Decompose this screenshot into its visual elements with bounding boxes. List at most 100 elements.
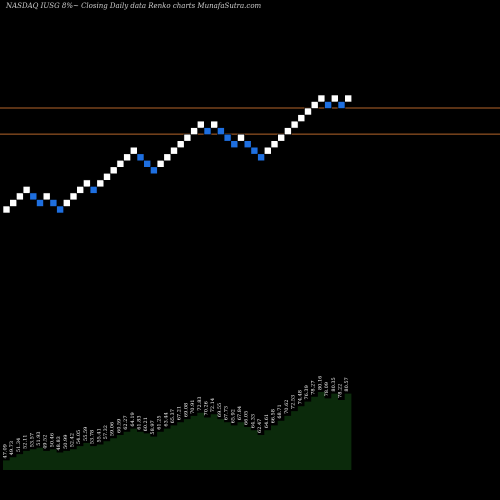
up-brick (330, 94, 339, 103)
up-brick (190, 127, 198, 135)
volume-label: 67.21 (177, 406, 183, 420)
up-brick (62, 199, 71, 207)
volume-label: 72.53 (291, 395, 297, 409)
reference-lines (0, 107, 500, 135)
up-brick (284, 127, 292, 135)
volume-label: 76.39 (304, 385, 310, 399)
volume-label: 65.37 (170, 409, 176, 423)
down-brick (223, 133, 232, 142)
volume-label: 74.48 (297, 390, 303, 404)
up-brick (103, 173, 111, 181)
down-brick (143, 160, 151, 168)
volume-label: 80.35 (331, 377, 337, 391)
down-brick (89, 186, 98, 194)
down-brick (36, 199, 44, 207)
down-brick (257, 153, 265, 162)
volume-label: 78.22 (338, 384, 344, 398)
up-brick (277, 133, 286, 142)
volume-label: 59.06 (110, 422, 116, 436)
volume-label: 52.11 (23, 435, 29, 449)
up-brick (16, 192, 24, 201)
volume-label: 50.99 (63, 435, 69, 449)
volume-label: 80.57 (344, 377, 350, 391)
volume-label: 72.14 (210, 398, 216, 412)
down-brick (203, 127, 212, 135)
volume-label: 60.21 (143, 417, 149, 431)
volume-label: 58.97 (150, 420, 156, 434)
down-brick (217, 127, 225, 135)
volume-label: 49.73 (9, 441, 15, 455)
up-brick (22, 186, 31, 194)
up-brick (2, 205, 11, 214)
volume-labels: 47.09 49.73 51.34 52.11 53.57 51.93 49.52 50.46… (3, 376, 351, 459)
volume-label: 64.61 (264, 414, 270, 428)
volume-label: 65.92 (230, 409, 236, 423)
up-brick (69, 192, 78, 201)
volume-label: 62.47 (257, 419, 263, 433)
volume-label: 66.58 (271, 409, 277, 423)
up-brick (263, 146, 272, 155)
volume-label: 67.84 (237, 406, 243, 420)
up-brick (9, 199, 17, 207)
volume-label: 72.83 (197, 396, 203, 410)
down-brick (56, 205, 64, 214)
volume-label: 68.71 (277, 404, 283, 418)
up-brick (197, 120, 205, 129)
renko-bricks (2, 94, 353, 214)
volume-label: 70.91 (190, 400, 196, 414)
volume-label: 62.27 (123, 415, 129, 429)
volume-fill (3, 392, 352, 470)
down-brick (324, 101, 332, 109)
up-brick (83, 179, 91, 188)
up-brick (116, 160, 125, 168)
volume-area (3, 392, 352, 470)
up-brick (270, 140, 279, 148)
up-brick (76, 186, 84, 194)
up-brick (183, 133, 192, 142)
volume-label: 60.59 (116, 419, 122, 433)
volume-label: 51.93 (36, 431, 42, 445)
volume-label: 78.27 (311, 380, 317, 394)
up-brick (297, 114, 306, 122)
volume-label: 53.57 (29, 433, 35, 447)
up-brick (317, 94, 326, 103)
up-brick (290, 120, 299, 129)
volume-label: 54.05 (76, 430, 82, 444)
up-brick (170, 146, 178, 155)
volume-label: 52.42 (70, 433, 76, 447)
down-brick (250, 146, 259, 155)
volume-label: 49.52 (43, 435, 49, 449)
down-brick (243, 140, 252, 148)
down-brick (136, 153, 145, 162)
volume-label: 70.62 (284, 400, 290, 414)
volume-label: 67.73 (224, 406, 230, 420)
volume-label: 51.34 (16, 438, 22, 452)
chart-title: NASDAQ IUSG 8%~ Closing Daily data Renko… (6, 2, 262, 10)
volume-label: 47.09 (3, 444, 9, 458)
up-brick (156, 160, 165, 168)
volume-label: 53.78 (90, 430, 96, 444)
down-brick (230, 140, 239, 148)
down-brick (49, 199, 58, 207)
volume-label: 80.16 (317, 376, 323, 390)
volume-label: 70.26 (204, 401, 210, 415)
volume-label: 66.05 (244, 411, 250, 425)
volume-label: 61.83 (137, 415, 143, 429)
volume-label: 69.08 (183, 403, 189, 417)
volume-label: 78.09 (324, 382, 330, 396)
down-brick (29, 192, 38, 201)
up-brick (130, 146, 138, 155)
up-brick (109, 166, 118, 175)
up-brick (123, 153, 131, 162)
volume-label: 69.55 (217, 403, 223, 417)
up-brick (96, 179, 105, 188)
volume-label: 55.41 (96, 428, 102, 442)
down-brick (150, 166, 158, 175)
volume-label: 61.25 (157, 415, 163, 429)
volume-label: 57.32 (103, 425, 109, 439)
up-brick (304, 107, 312, 116)
volume-label: 63.44 (163, 412, 169, 426)
up-brick (310, 101, 319, 109)
